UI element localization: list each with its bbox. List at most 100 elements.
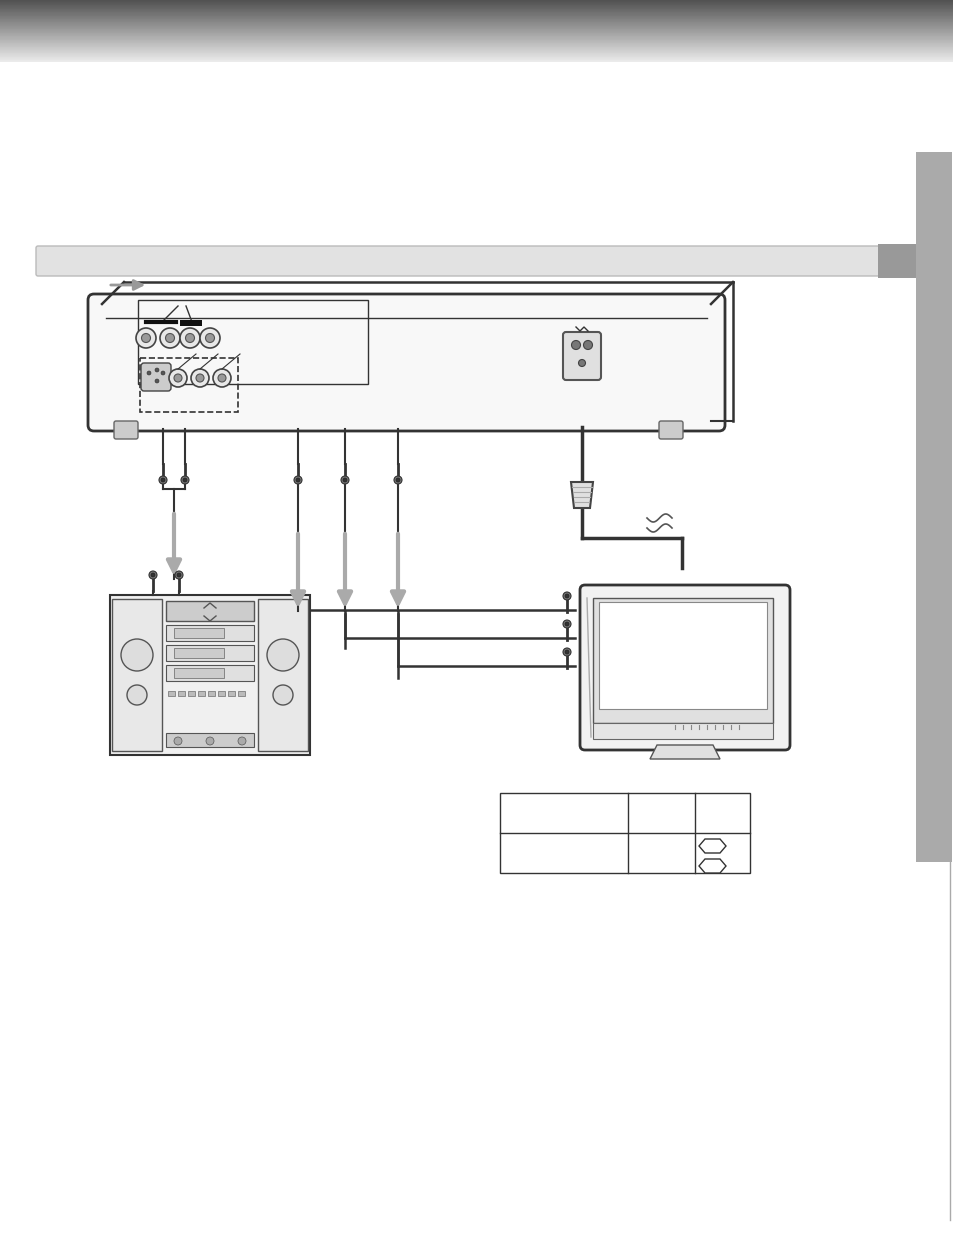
Bar: [257, 599, 308, 751]
Bar: [0, 56, 953, 57]
Circle shape: [564, 650, 568, 655]
Circle shape: [562, 620, 571, 629]
Circle shape: [571, 341, 579, 350]
Circle shape: [177, 573, 181, 577]
Bar: [598, 601, 766, 709]
Circle shape: [394, 475, 401, 484]
Bar: [0, 14, 953, 15]
Bar: [0, 59, 953, 61]
Bar: [0, 46, 953, 47]
Polygon shape: [699, 839, 725, 853]
Bar: [0, 38, 953, 40]
Bar: [0, 17, 953, 19]
Bar: [138, 300, 368, 384]
Circle shape: [185, 333, 194, 342]
Bar: [173, 668, 224, 678]
Bar: [0, 47, 953, 48]
Bar: [0, 53, 953, 54]
Bar: [0, 22, 953, 23]
Bar: [0, 17, 953, 19]
Bar: [0, 35, 953, 36]
Bar: [0, 1, 953, 2]
Bar: [166, 664, 253, 680]
Circle shape: [295, 478, 299, 482]
Bar: [0, 44, 953, 46]
Bar: [0, 12, 953, 14]
Circle shape: [173, 737, 182, 745]
Bar: [0, 11, 953, 12]
Bar: [0, 44, 953, 46]
Bar: [0, 23, 953, 25]
Circle shape: [267, 638, 298, 671]
Bar: [877, 245, 951, 278]
Circle shape: [127, 685, 147, 705]
Bar: [0, 35, 953, 36]
Circle shape: [149, 571, 157, 579]
Bar: [0, 28, 953, 30]
Bar: [0, 32, 953, 33]
FancyBboxPatch shape: [113, 421, 138, 438]
Polygon shape: [649, 745, 720, 760]
Bar: [166, 601, 253, 621]
Circle shape: [343, 478, 347, 482]
Bar: [0, 49, 953, 51]
Circle shape: [218, 374, 226, 382]
Bar: [237, 692, 245, 697]
Circle shape: [191, 369, 209, 387]
Bar: [0, 57, 953, 58]
Circle shape: [273, 685, 293, 705]
Circle shape: [294, 475, 302, 484]
Bar: [0, 4, 953, 5]
Bar: [915, 152, 951, 862]
FancyBboxPatch shape: [141, 363, 171, 391]
Circle shape: [200, 329, 220, 348]
Bar: [0, 9, 953, 10]
Circle shape: [564, 594, 568, 598]
Circle shape: [206, 737, 213, 745]
Circle shape: [562, 592, 571, 600]
Bar: [188, 692, 194, 697]
Bar: [180, 320, 202, 326]
Bar: [0, 38, 953, 40]
Bar: [0, 10, 953, 11]
Circle shape: [213, 369, 231, 387]
Bar: [593, 598, 772, 722]
Bar: [0, 20, 953, 21]
Bar: [0, 36, 953, 38]
Bar: [0, 1, 953, 2]
Bar: [112, 599, 162, 751]
Bar: [178, 692, 185, 697]
Circle shape: [195, 374, 204, 382]
Bar: [0, 51, 953, 52]
Bar: [0, 33, 953, 35]
Bar: [0, 23, 953, 25]
Bar: [0, 7, 953, 9]
Circle shape: [159, 475, 167, 484]
Bar: [218, 692, 225, 697]
Bar: [0, 41, 953, 42]
FancyBboxPatch shape: [659, 421, 682, 438]
Bar: [168, 692, 174, 697]
Circle shape: [562, 648, 571, 656]
Bar: [0, 31, 953, 32]
Circle shape: [395, 478, 399, 482]
Bar: [0, 36, 953, 37]
Bar: [0, 15, 953, 16]
Bar: [0, 61, 953, 62]
Bar: [0, 16, 953, 17]
FancyBboxPatch shape: [36, 246, 879, 275]
Bar: [0, 25, 953, 26]
Circle shape: [237, 737, 246, 745]
Circle shape: [154, 379, 159, 383]
Bar: [173, 648, 224, 658]
Bar: [198, 692, 205, 697]
Bar: [166, 625, 253, 641]
Circle shape: [205, 333, 214, 342]
Bar: [0, 58, 953, 59]
Bar: [0, 0, 953, 1]
Bar: [0, 2, 953, 4]
Bar: [110, 595, 310, 755]
Bar: [0, 43, 953, 44]
Bar: [0, 40, 953, 41]
Circle shape: [161, 478, 165, 482]
